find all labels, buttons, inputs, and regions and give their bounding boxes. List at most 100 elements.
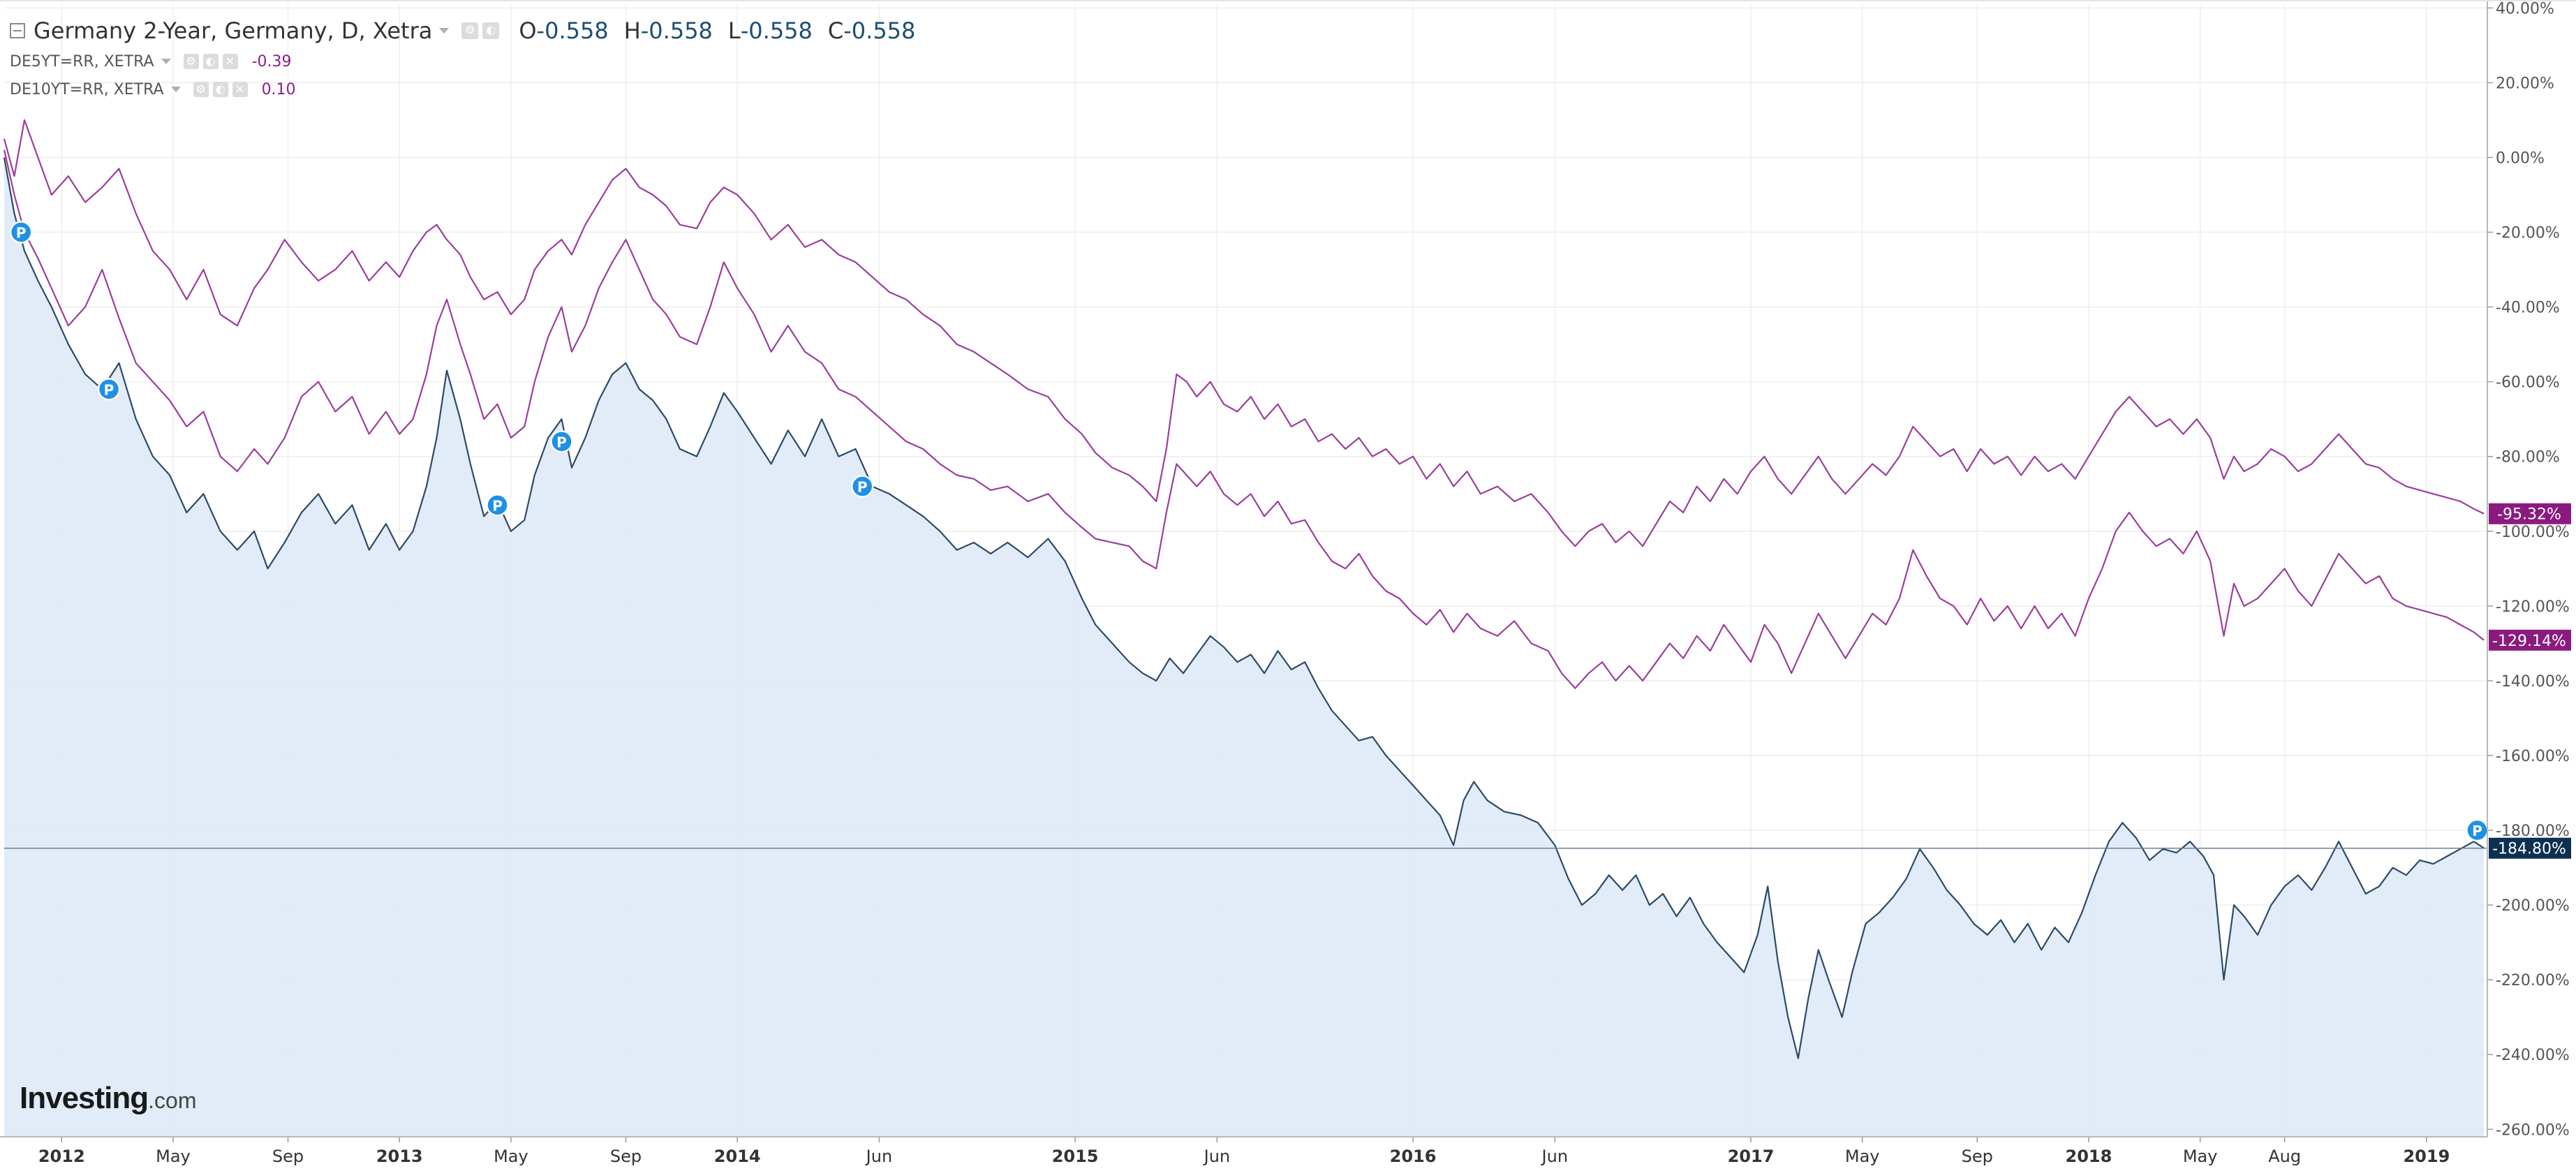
x-tick-label: May xyxy=(1845,1147,1880,1166)
ohlc-high-value: -0.558 xyxy=(640,17,713,44)
badge-background xyxy=(2489,503,2571,524)
main-series-title[interactable]: Germany 2-Year, Germany, D, Xetra xyxy=(34,17,433,44)
x-tick-label: Jun xyxy=(865,1147,893,1166)
marker-glyph: P xyxy=(16,225,27,242)
ohlc-low-value: -0.558 xyxy=(740,17,813,44)
y-tick-label: -220.00% xyxy=(2496,972,2570,989)
y-tick-label: -40.00% xyxy=(2496,300,2560,317)
x-tick-label: 2018 xyxy=(2066,1147,2112,1166)
series-line-2 xyxy=(3,119,2485,547)
y-tick-label: -240.00% xyxy=(2496,1047,2570,1064)
close-icon[interactable]: ✕ xyxy=(232,82,248,97)
marker-glyph: P xyxy=(104,381,114,398)
format-icon[interactable]: ◐ xyxy=(482,22,500,39)
x-tick-label: Sep xyxy=(272,1147,304,1166)
x-tick-label: Aug xyxy=(2268,1147,2301,1166)
x-tick-label: 2019 xyxy=(2403,1147,2450,1166)
overlay-value: -0.39 xyxy=(251,52,292,71)
y-tick-label: -160.00% xyxy=(2496,748,2570,765)
last-value-badge: -129.14% xyxy=(2489,629,2571,651)
marker-glyph: P xyxy=(857,479,868,496)
y-tick-label: 0.00% xyxy=(2496,149,2545,167)
x-tick-label: 2012 xyxy=(38,1147,85,1166)
marker-circle xyxy=(850,475,874,498)
badge-background xyxy=(2489,629,2571,651)
last-value-badge: -184.80% xyxy=(2489,837,2571,859)
format-icon[interactable]: ◐ xyxy=(212,82,228,97)
series-lines xyxy=(3,119,2487,1059)
overlay-value: 0.10 xyxy=(261,80,296,98)
price-badges: -184.80% -129.14% -95.32% xyxy=(2489,503,2571,859)
x-tick-label: Sep xyxy=(610,1147,642,1166)
y-tick-label: 40.00% xyxy=(2496,0,2554,17)
ohlc-close-key: C xyxy=(827,17,844,44)
overlay-label[interactable]: DE5YT=RR, XETRA xyxy=(10,52,154,71)
x-tick-label: 2016 xyxy=(1390,1147,1437,1166)
y-tick-label: -100.00% xyxy=(2496,524,2570,541)
marker-circle xyxy=(550,430,573,453)
marker-circle xyxy=(97,378,121,401)
x-tick-label: May xyxy=(494,1147,528,1166)
y-tick-label: -20.00% xyxy=(2496,225,2560,242)
y-tick-label: -180.00% xyxy=(2496,823,2570,840)
y-tick-label: -80.00% xyxy=(2496,449,2560,466)
settings-icon[interactable]: ⚙ xyxy=(193,82,209,97)
marker-circle xyxy=(9,221,33,244)
x-tick-label: Jun xyxy=(1203,1147,1231,1166)
series-line-0 xyxy=(3,157,2485,1059)
event-marker[interactable]: P xyxy=(2466,818,2489,842)
y-tick-label: -60.00% xyxy=(2496,374,2560,392)
x-tick-label: 2017 xyxy=(1728,1147,1775,1166)
x-tick-label: Sep xyxy=(1962,1147,1993,1166)
settings-icon[interactable]: ⚙ xyxy=(183,54,199,69)
chevron-down-icon[interactable] xyxy=(170,87,181,92)
main-series-area xyxy=(4,157,2485,1137)
close-icon[interactable]: ✕ xyxy=(222,54,238,69)
event-marker[interactable]: P xyxy=(486,494,509,517)
overlay-legend-de10y: DE10YT=RR, XETRA ⚙ ◐ ✕ 0.10 xyxy=(10,75,915,103)
collapse-icon[interactable] xyxy=(10,23,25,38)
series-line-1 xyxy=(3,149,2485,689)
format-icon[interactable]: ◐ xyxy=(202,54,219,69)
marker-glyph: P xyxy=(492,497,503,514)
marker-circle xyxy=(486,494,509,517)
y-tick-label: -200.00% xyxy=(2496,897,2570,915)
chevron-down-icon[interactable] xyxy=(161,59,171,64)
y-tick-label: 20.00% xyxy=(2496,75,2554,92)
main-series-legend: Germany 2-Year, Germany, D, Xetra ⚙ ◐ O-… xyxy=(10,14,915,47)
ohlc-open-value: -0.558 xyxy=(536,17,609,44)
marker-glyph: P xyxy=(2472,823,2482,839)
event-markers[interactable]: P P P P P P xyxy=(9,221,2489,842)
event-marker[interactable]: P xyxy=(550,430,573,453)
legend: Germany 2-Year, Germany, D, Xetra ⚙ ◐ O-… xyxy=(10,14,915,103)
y-tick-label: -260.00% xyxy=(2496,1121,2570,1139)
x-tick-label: 2015 xyxy=(1052,1147,1099,1166)
overlay-legend-de5y: DE5YT=RR, XETRA ⚙ ◐ ✕ -0.39 xyxy=(10,47,915,75)
x-tick-label: 2014 xyxy=(714,1147,761,1166)
x-tick-label: 2013 xyxy=(376,1147,423,1166)
x-tick-label: May xyxy=(2183,1147,2218,1166)
settings-icon[interactable]: ⚙ xyxy=(461,22,479,39)
investing-logo: Investing.com xyxy=(20,1081,197,1115)
x-tick-label: May xyxy=(156,1147,191,1166)
badge-label: -129.14% xyxy=(2492,633,2566,650)
overlay-label[interactable]: DE10YT=RR, XETRA xyxy=(10,80,164,98)
area-fill xyxy=(4,157,2485,1137)
marker-glyph: P xyxy=(556,434,567,450)
x-tick-label: Jun xyxy=(1541,1147,1569,1166)
event-marker[interactable]: P xyxy=(97,378,121,401)
badge-background xyxy=(2489,837,2571,859)
ohlc-open-key: O xyxy=(519,17,537,44)
event-marker[interactable]: P xyxy=(9,221,33,244)
badge-label: -184.80% xyxy=(2492,841,2566,858)
y-tick-label: -140.00% xyxy=(2496,673,2570,691)
y-tick-label: -120.00% xyxy=(2496,598,2570,616)
event-marker[interactable]: P xyxy=(850,475,874,498)
last-value-badge: -95.32% xyxy=(2489,503,2571,524)
ohlc-close-value: -0.558 xyxy=(843,17,916,44)
badge-label: -95.32% xyxy=(2497,506,2561,524)
chevron-down-icon[interactable] xyxy=(439,28,450,34)
